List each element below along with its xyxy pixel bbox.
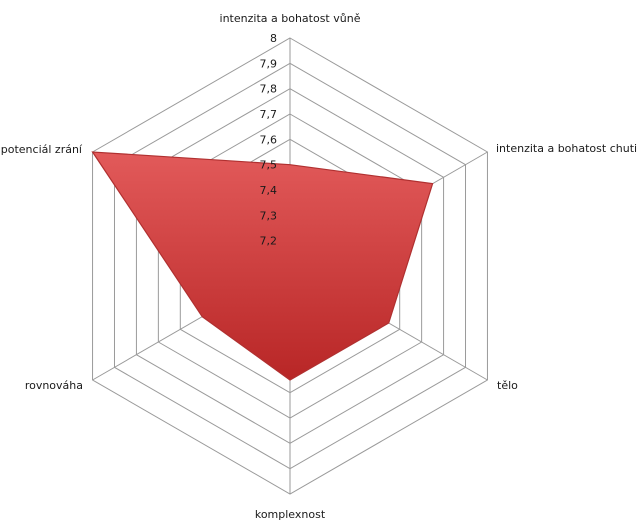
radar-axis-labels: intenzita a bohatost vůně intenzita a boh… [1, 12, 637, 521]
tick-label: 7,7 [260, 108, 278, 121]
radar-tick-labels: 7,2 7,3 7,4 7,5 7,6 7,7 7,8 7,9 8 [260, 32, 278, 248]
category-label: rovnováha [25, 379, 83, 392]
tick-label: 7,9 [260, 57, 278, 70]
tick-label: 7,4 [260, 184, 278, 197]
category-label: komplexnost [255, 508, 326, 521]
category-label: tělo [497, 379, 518, 392]
series-area [91, 151, 434, 381]
category-label: potenciál zrání [1, 143, 83, 156]
category-label: intenzita a bohatost chuti [496, 142, 637, 155]
tick-label: 7,2 [260, 235, 278, 248]
tick-label: 8 [270, 32, 277, 45]
tick-label: 7,8 [260, 83, 278, 96]
tick-label: 7,3 [260, 209, 278, 222]
category-label: intenzita a bohatost vůně [220, 12, 361, 25]
tick-label: 7,6 [260, 133, 278, 146]
tick-label: 7,5 [260, 159, 278, 172]
radar-series [91, 151, 434, 381]
